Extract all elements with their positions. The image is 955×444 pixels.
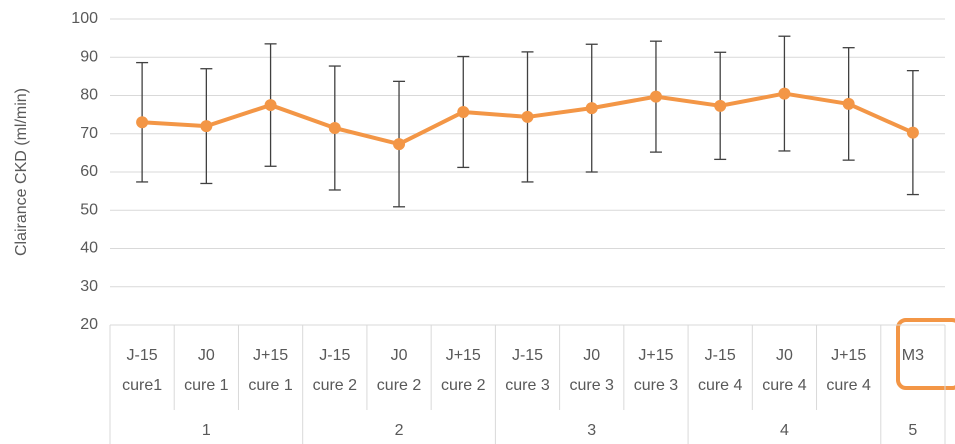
group-label: 4 <box>780 422 789 439</box>
data-point <box>136 116 149 129</box>
y-tick-label: 50 <box>80 201 98 218</box>
y-tick-label: 70 <box>80 125 98 142</box>
x-tick-label: J-15 <box>127 347 158 364</box>
x-tick-label: M3 <box>902 347 924 364</box>
y-tick-label: 100 <box>71 10 98 27</box>
x-tick-label: J+15 <box>253 347 288 364</box>
x-tick-label: cure 2 <box>441 377 486 394</box>
x-tick-label: J-15 <box>512 347 543 364</box>
data-point <box>649 90 662 103</box>
y-tick-label: 90 <box>80 48 98 65</box>
data-point <box>714 99 727 112</box>
y-axis-label: Clairance CKD (ml/min) <box>13 88 30 256</box>
y-tick-label: 60 <box>80 163 98 180</box>
x-tick-label: J0 <box>198 347 215 364</box>
data-point <box>842 97 855 110</box>
group-label: 5 <box>908 422 917 439</box>
x-tick-label: J-15 <box>319 347 350 364</box>
data-point <box>521 110 534 123</box>
data-point <box>200 120 213 133</box>
y-tick-label: 30 <box>80 278 98 295</box>
y-tick-label: 20 <box>80 316 98 333</box>
data-point <box>906 126 919 139</box>
y-tick-label: 80 <box>80 87 98 104</box>
x-tick-label: J0 <box>583 347 600 364</box>
group-label: 1 <box>202 422 211 439</box>
x-tick-label: cure 1 <box>248 377 293 394</box>
group-label: 3 <box>587 422 596 439</box>
x-tick-label: cure 1 <box>184 377 229 394</box>
x-tick-label: J-15 <box>705 347 736 364</box>
x-tick-label: J0 <box>391 347 408 364</box>
data-point <box>778 87 791 100</box>
x-tick-label: J+15 <box>638 347 673 364</box>
x-tick-label: cure 3 <box>505 377 550 394</box>
y-tick-label: 40 <box>80 240 98 257</box>
x-tick-label: J+15 <box>831 347 866 364</box>
data-point <box>264 99 277 112</box>
data-point <box>328 122 341 135</box>
x-tick-label: cure 4 <box>826 377 871 394</box>
x-tick-label: cure 4 <box>698 377 743 394</box>
x-tick-label: cure 3 <box>569 377 614 394</box>
x-tick-label: cure1 <box>122 377 162 394</box>
x-tick-label: J0 <box>776 347 793 364</box>
x-tick-label: cure 2 <box>377 377 422 394</box>
x-tick-label: cure 4 <box>762 377 807 394</box>
data-point <box>393 138 406 151</box>
group-label: 2 <box>395 422 404 439</box>
data-point <box>457 105 470 118</box>
x-tick-label: J+15 <box>446 347 481 364</box>
highlight-box <box>896 318 955 390</box>
x-tick-label: cure 2 <box>313 377 358 394</box>
data-point <box>585 102 598 115</box>
x-tick-label: cure 3 <box>634 377 679 394</box>
